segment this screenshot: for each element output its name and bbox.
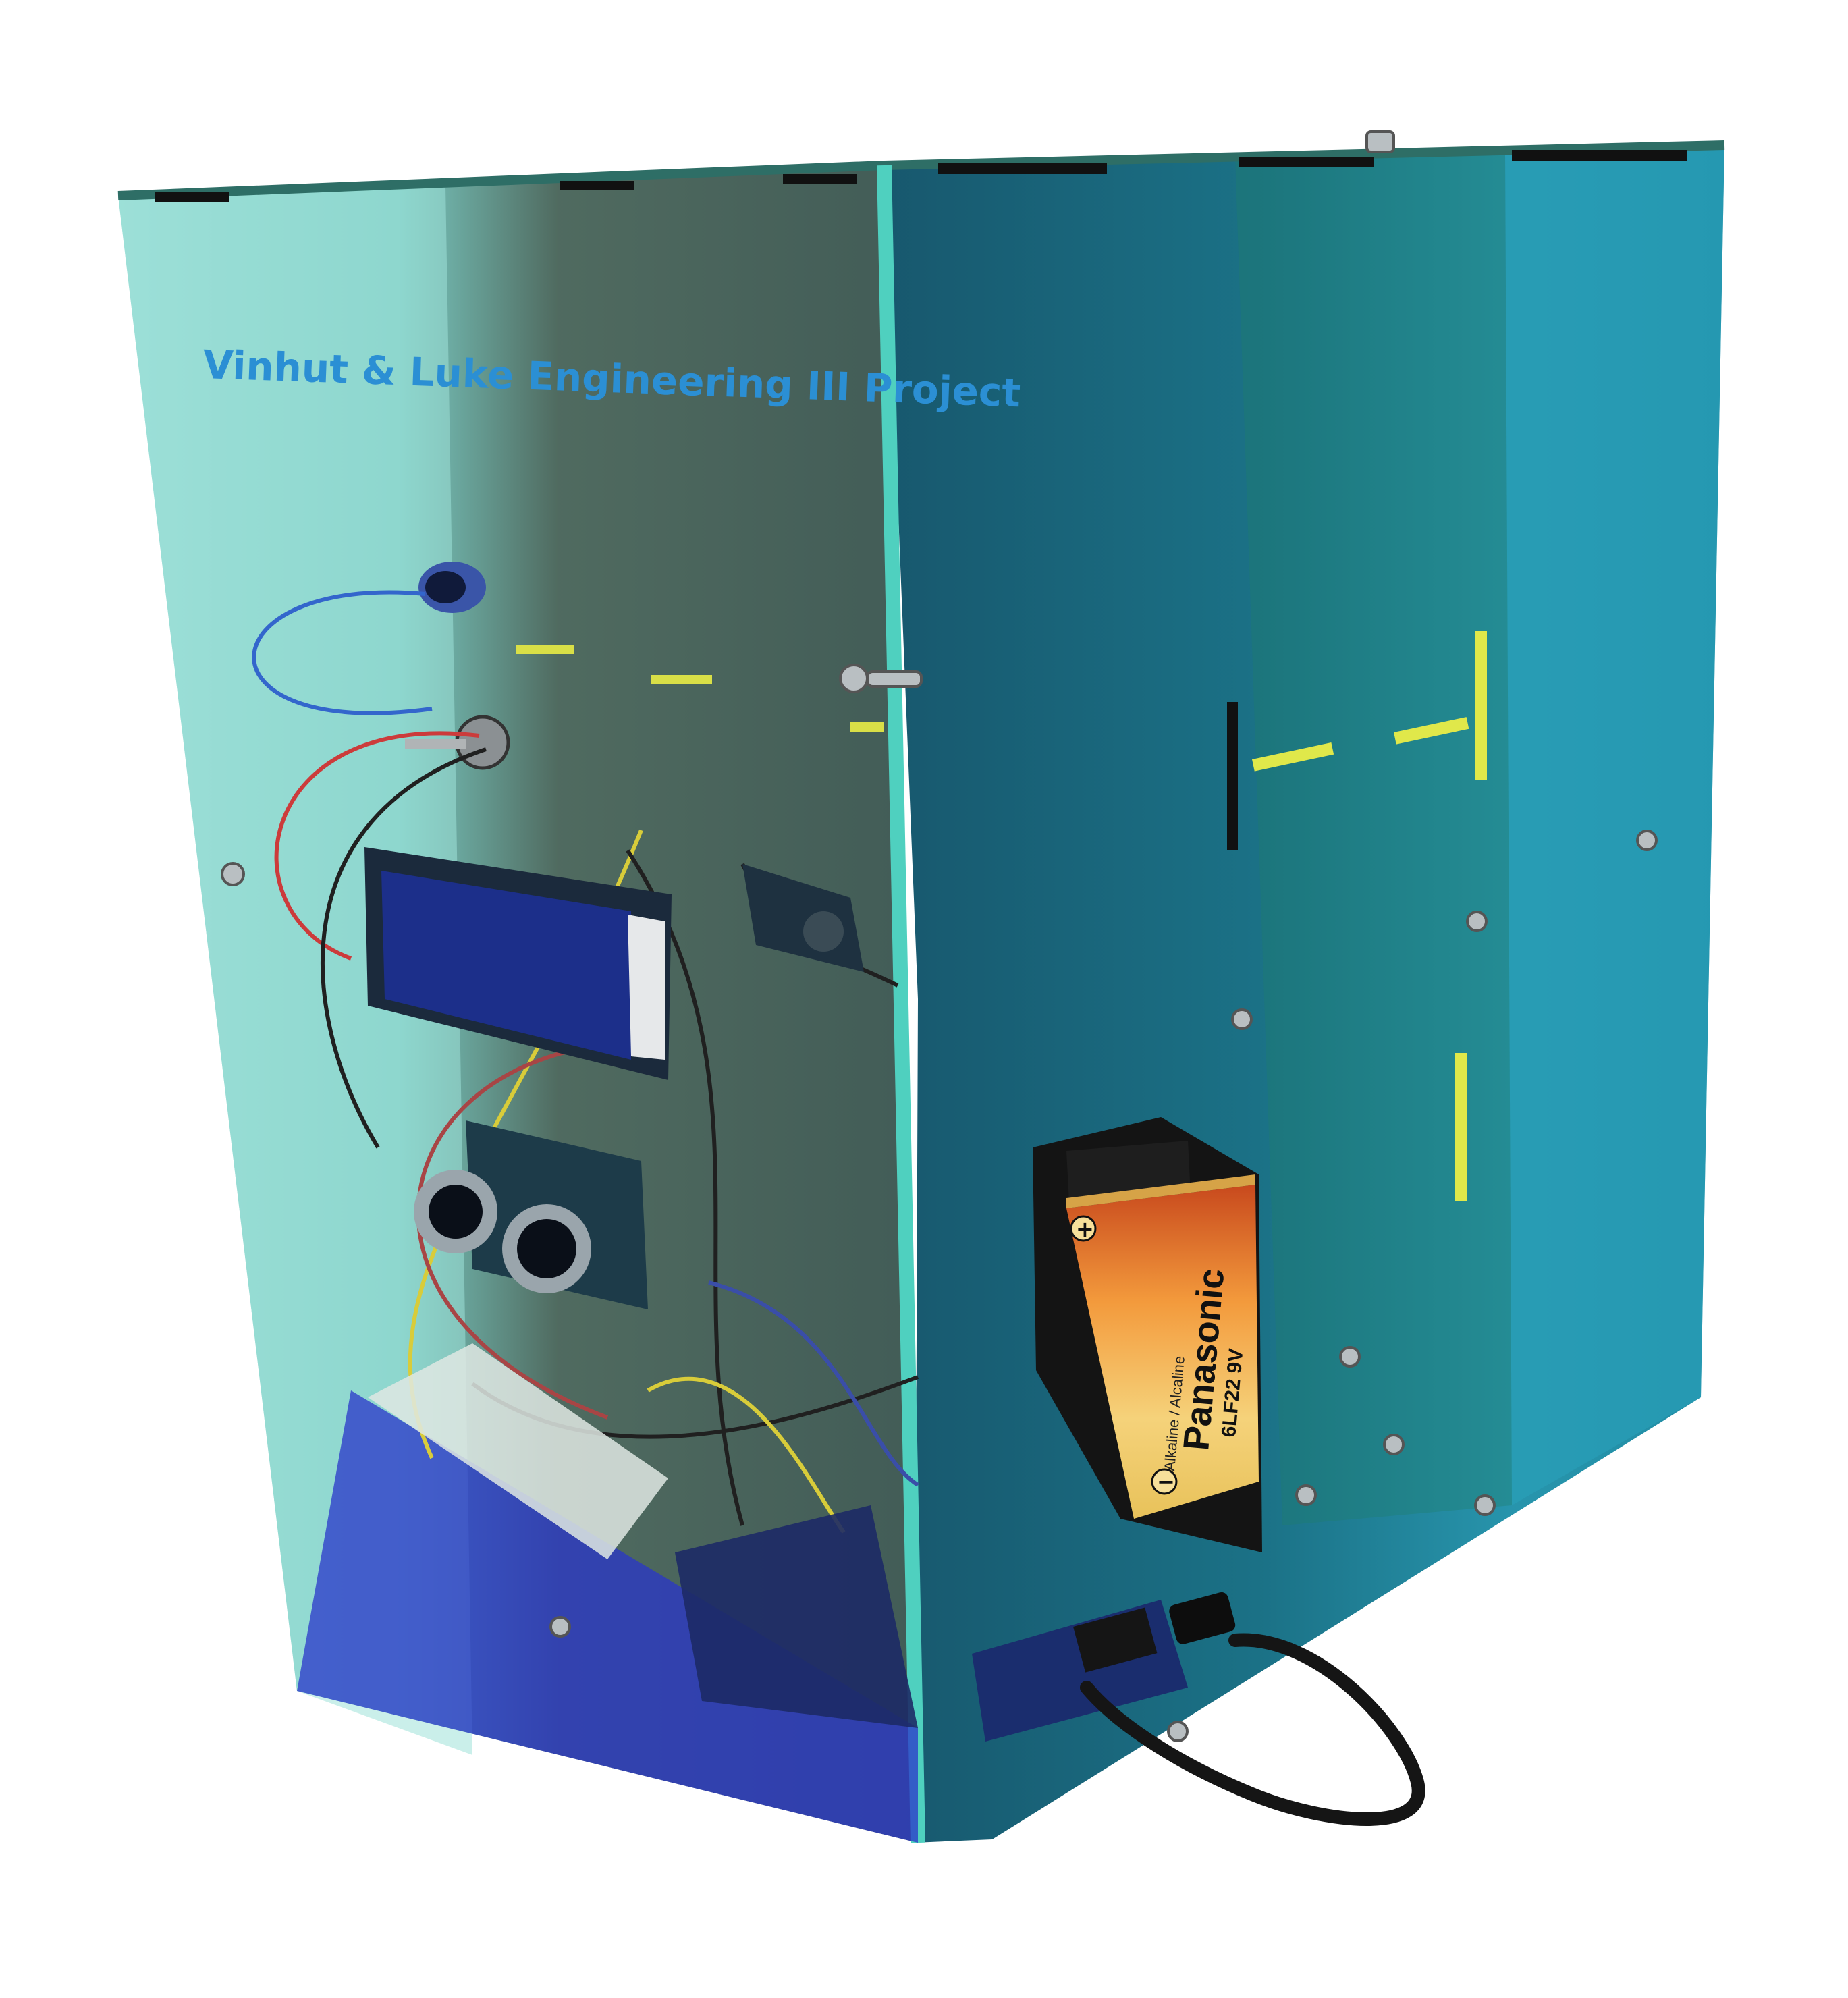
base-plate [297, 1390, 918, 1843]
front-yellow-marks [516, 645, 884, 732]
battery-minus-sign: − [1157, 1469, 1175, 1494]
battery-plus-sign: + [1076, 1216, 1094, 1242]
battery: Panasonic 6LF22 9V Alkaline / Alcaline +… [1066, 1174, 1259, 1519]
ultrasonic-sensor [414, 1120, 648, 1310]
front-panel-clear-area [118, 186, 472, 1755]
lcd-module [364, 847, 672, 1080]
side-yellow-marks [1227, 631, 1487, 1202]
battery-plus-terminal-icon [1070, 1215, 1097, 1242]
screws [221, 130, 1658, 1742]
buzzer [418, 562, 486, 613]
side-panel-inner-window [1235, 155, 1512, 1526]
side-panel-light-strip [1505, 145, 1724, 1505]
corner-edge [877, 165, 925, 1843]
toggle-switch [405, 715, 510, 770]
usb-charging-module [972, 1592, 1236, 1742]
microcontroller-board [675, 1505, 918, 1728]
battery-minus-terminal-icon [1151, 1468, 1178, 1495]
breadboard [368, 1343, 668, 1559]
servo-motor [742, 864, 864, 972]
usb-cable [1080, 1633, 1425, 1826]
finger-joints [155, 150, 1687, 202]
